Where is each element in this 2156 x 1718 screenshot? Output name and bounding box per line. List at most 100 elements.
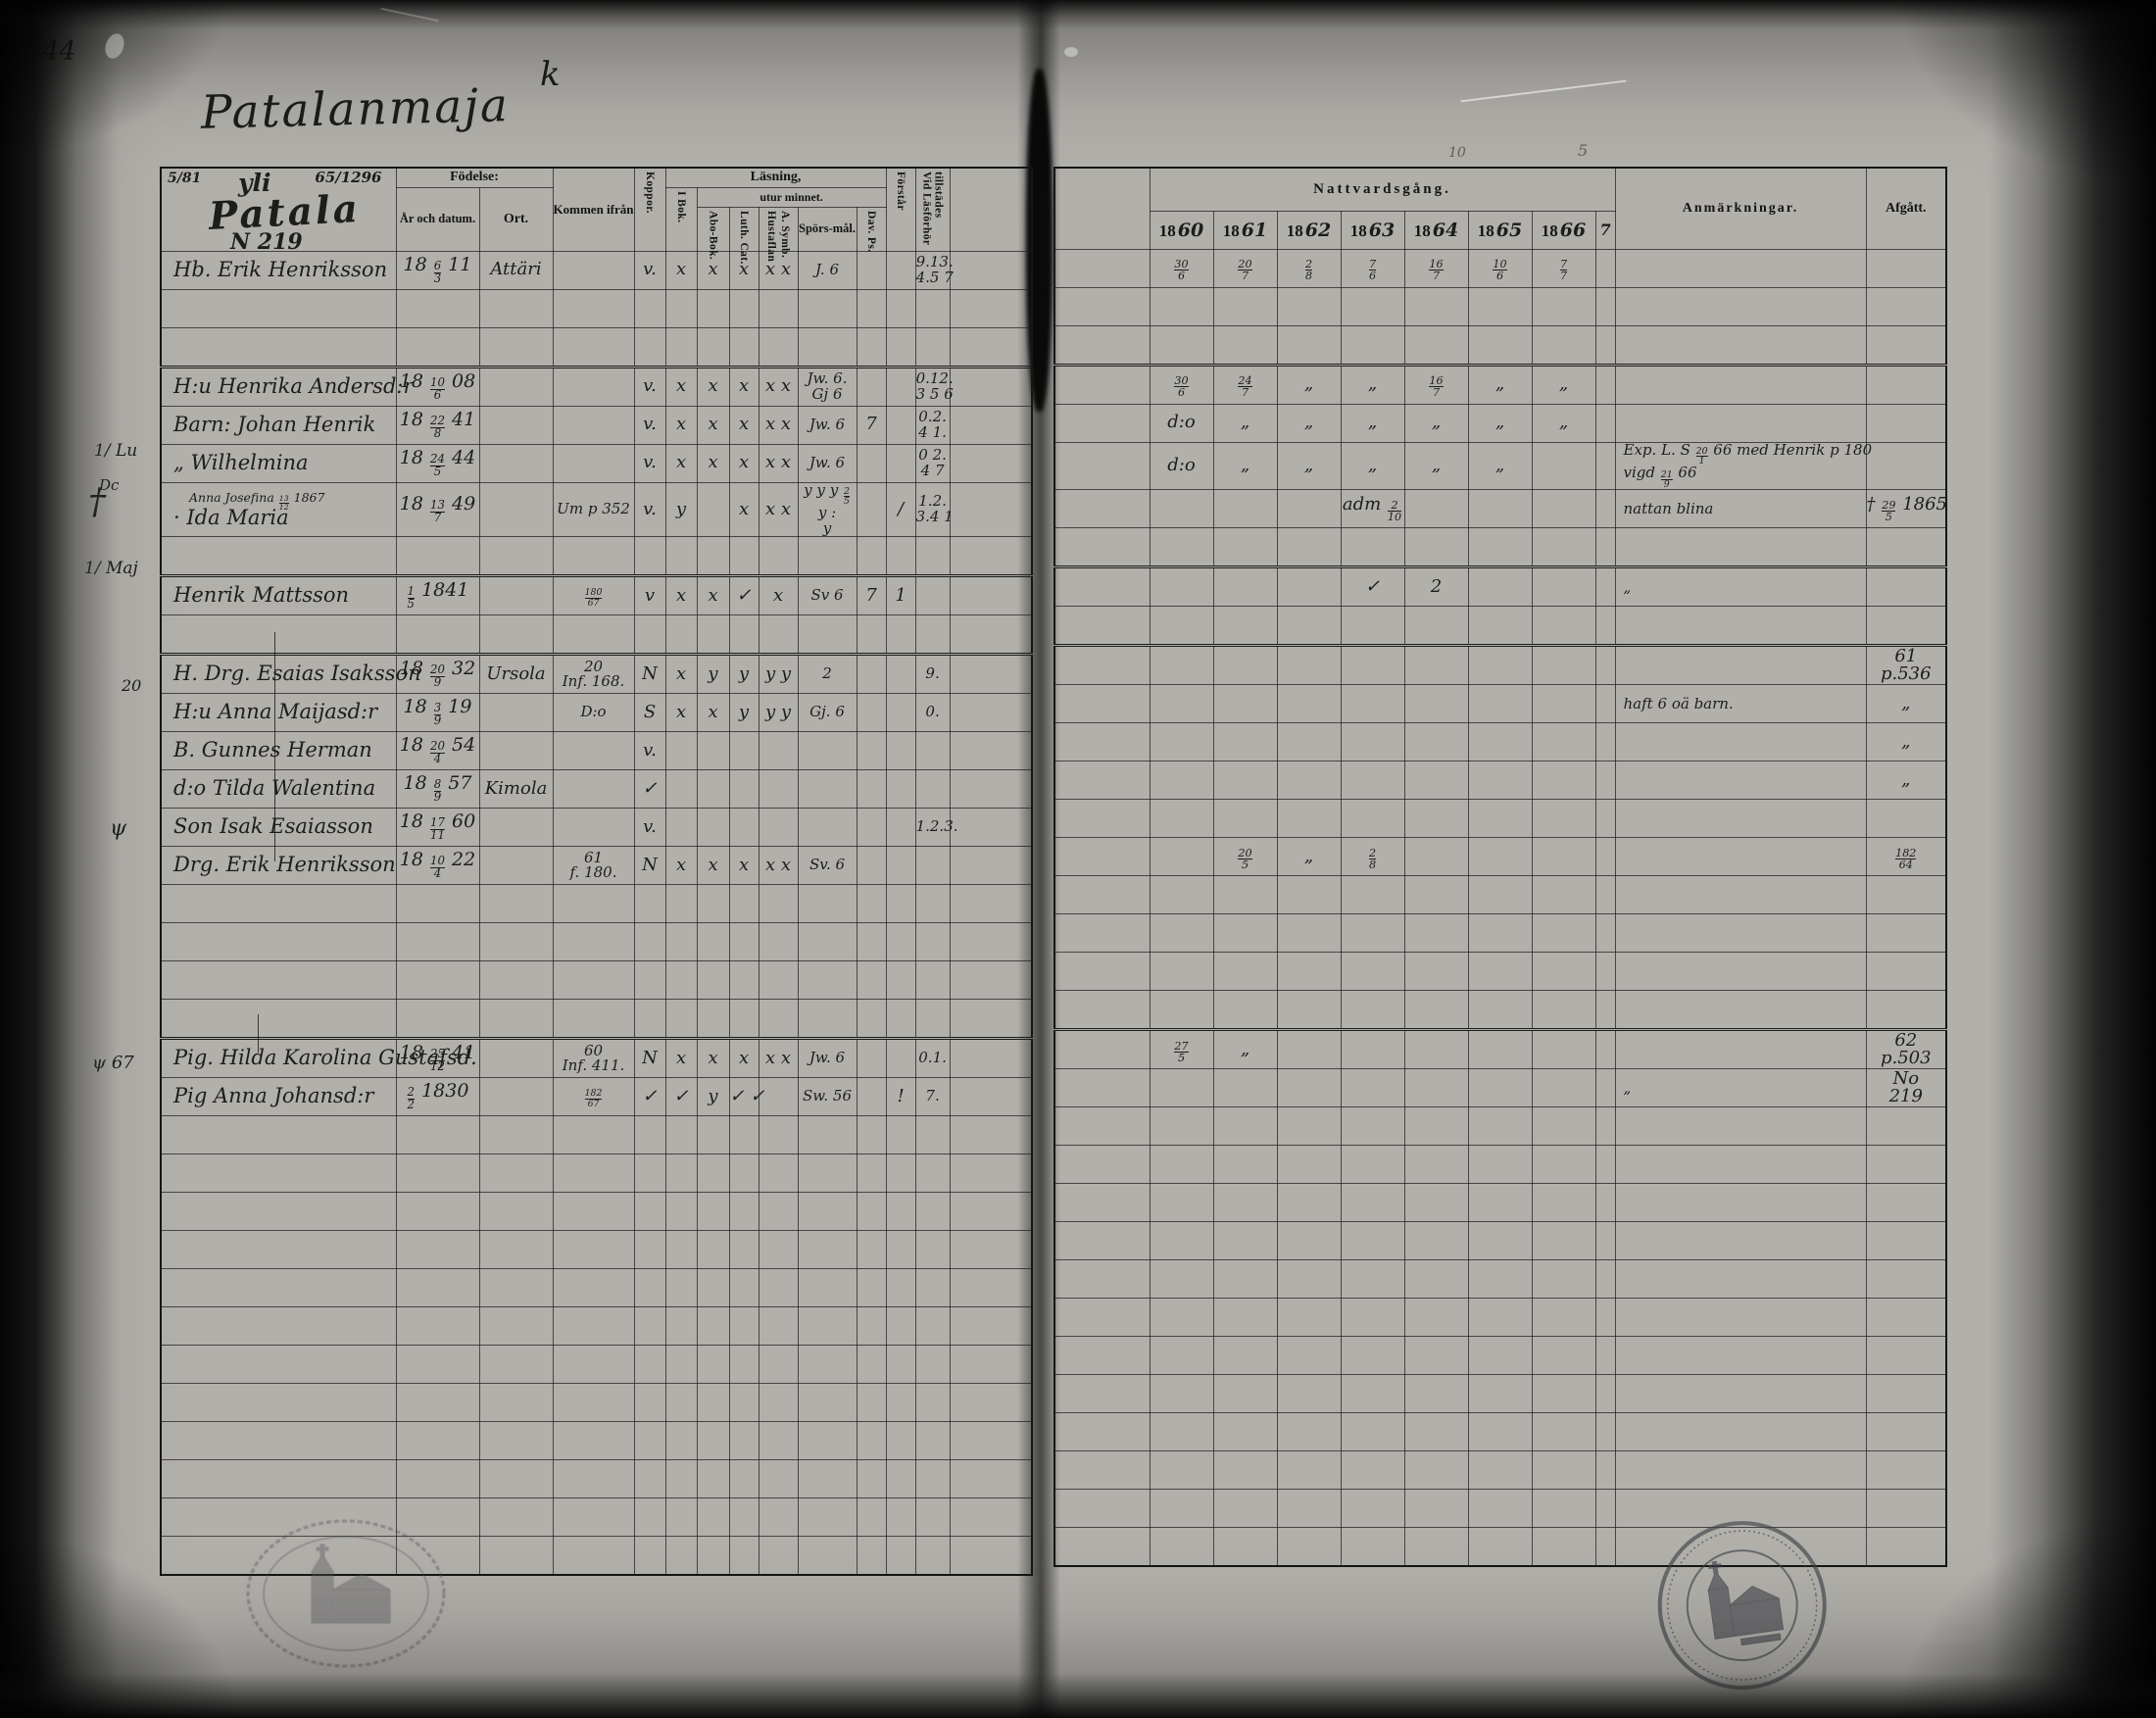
cell-y1	[1212, 606, 1278, 647]
cell-koppor: N	[633, 845, 666, 885]
cell-y1	[1212, 722, 1278, 762]
cell-ort	[478, 1458, 554, 1498]
cell-koppor	[633, 1191, 666, 1231]
cell-name	[160, 1153, 397, 1193]
cell-y0	[1149, 1145, 1214, 1185]
cell-y3	[1340, 644, 1405, 686]
cell-davps	[856, 1153, 887, 1193]
cell-ibok	[664, 921, 698, 961]
cell-forstar	[885, 1229, 916, 1269]
cell-ibok	[664, 807, 698, 847]
cell-y2	[1276, 324, 1342, 366]
cell-rm	[1054, 1259, 1151, 1300]
cell-spors: Sv 6	[797, 573, 858, 615]
page-title: Patalanmaja	[200, 78, 511, 140]
cell-y1: 20 7	[1212, 248, 1278, 288]
cell-extra	[949, 1153, 1033, 1193]
cell-forstar	[885, 365, 916, 407]
cell-ort	[478, 573, 554, 615]
cell-y0	[1149, 565, 1214, 608]
header-right-margin	[1054, 167, 1151, 250]
cell-y5	[1467, 1527, 1533, 1567]
cell-extra	[949, 481, 1033, 537]
cell-davps	[856, 1458, 887, 1498]
margin-note: 1/ Maj	[84, 559, 138, 578]
cell-birth	[395, 1114, 480, 1154]
cell-y1: „	[1212, 403, 1278, 443]
margin-note: 5	[1578, 141, 1589, 160]
cell-y1	[1212, 913, 1278, 954]
cell-kommen	[552, 365, 635, 407]
cell-y1: „	[1212, 441, 1278, 491]
cell-name	[160, 1382, 397, 1422]
margin-note: 20	[122, 676, 142, 695]
cell-symb: x x	[758, 365, 799, 407]
cell-y5: „	[1467, 441, 1533, 491]
cell-y5	[1467, 1106, 1533, 1147]
cell-ort	[478, 288, 554, 328]
cell-y3	[1340, 1106, 1405, 1147]
cell-name: Anna Josefina 13 12 1867 · Ida Maria	[160, 481, 397, 537]
cell-y2	[1276, 1106, 1342, 1147]
cell-forstar	[885, 1191, 916, 1231]
cell-y4	[1403, 799, 1469, 839]
cell-forstar	[885, 1497, 916, 1537]
cell-y2	[1276, 1450, 1342, 1491]
cell-ibok	[664, 535, 698, 576]
cell-afgatt	[1865, 403, 1947, 443]
cell-spors: Jw. 6	[797, 405, 858, 445]
cell-forstar: !	[885, 1076, 916, 1116]
cell-name	[160, 1305, 397, 1346]
cell-y0	[1149, 799, 1214, 839]
record-row: Son Isak Esaiasson 18 17 11 60 v. 1.2.3.	[160, 807, 1033, 847]
header-i-bok: I Bok.	[664, 186, 698, 252]
cell-y2	[1276, 722, 1342, 762]
cell-tillst	[914, 1114, 951, 1154]
cell-y2	[1276, 644, 1342, 686]
communion-row	[1054, 1259, 1947, 1300]
cell-anm	[1614, 1028, 1867, 1070]
cell-y0	[1149, 1221, 1214, 1261]
record-row: Pig. Hilda Karolina Gustafsd. 18 25 12 41…	[160, 1036, 1033, 1078]
cell-symb: x x	[758, 250, 799, 290]
header-abo-bok: Abo-Bok.	[696, 206, 730, 260]
cell-y4	[1403, 606, 1469, 647]
cell-luth: x	[728, 443, 760, 483]
cell-kommen	[552, 614, 635, 655]
cell-ort	[478, 807, 554, 847]
record-row: „ Wilhelmina 18 24 5 44 v. x x x x x Jw. …	[160, 443, 1033, 483]
cell-y2: „	[1276, 441, 1342, 491]
cell-y4	[1403, 1450, 1469, 1491]
cell-y0	[1149, 324, 1214, 366]
cell-y1	[1212, 286, 1278, 326]
cell-afgatt	[1865, 1221, 1947, 1261]
cell-ort	[478, 1420, 554, 1460]
cell-tillst	[914, 845, 951, 885]
cell-y7	[1594, 363, 1616, 405]
cell-name: Hb. Erik Henriksson	[160, 250, 397, 290]
cell-abo: y	[696, 652, 730, 694]
cell-y7	[1594, 565, 1616, 608]
cell-tillst: 0.	[914, 692, 951, 732]
cell-afgatt	[1865, 1298, 1947, 1338]
cell-y4	[1403, 286, 1469, 326]
cell-y6	[1531, 837, 1596, 877]
cell-y7	[1594, 990, 1616, 1031]
cell-y4	[1403, 1298, 1469, 1338]
cell-luth: x	[728, 405, 760, 445]
cell-y1	[1212, 1450, 1278, 1491]
cell-tillst	[914, 1267, 951, 1307]
communion-row: d:o „ „ „ „ „ Exp. L. S 20 1 66 med Henri…	[1054, 441, 1947, 491]
cell-symb	[758, 1497, 799, 1537]
cell-abo	[696, 730, 730, 770]
communion-row: d:o „ „ „ „ „ „	[1054, 403, 1947, 443]
cell-y7	[1594, 403, 1616, 443]
header-dav-ps: Dav. Ps.	[856, 206, 887, 252]
cell-name: „ Wilhelmina	[160, 443, 397, 483]
cell-koppor: S	[633, 692, 666, 732]
cell-ibok	[664, 998, 698, 1039]
cell-anm: nattan blina	[1614, 489, 1867, 529]
cell-birth	[395, 326, 480, 368]
